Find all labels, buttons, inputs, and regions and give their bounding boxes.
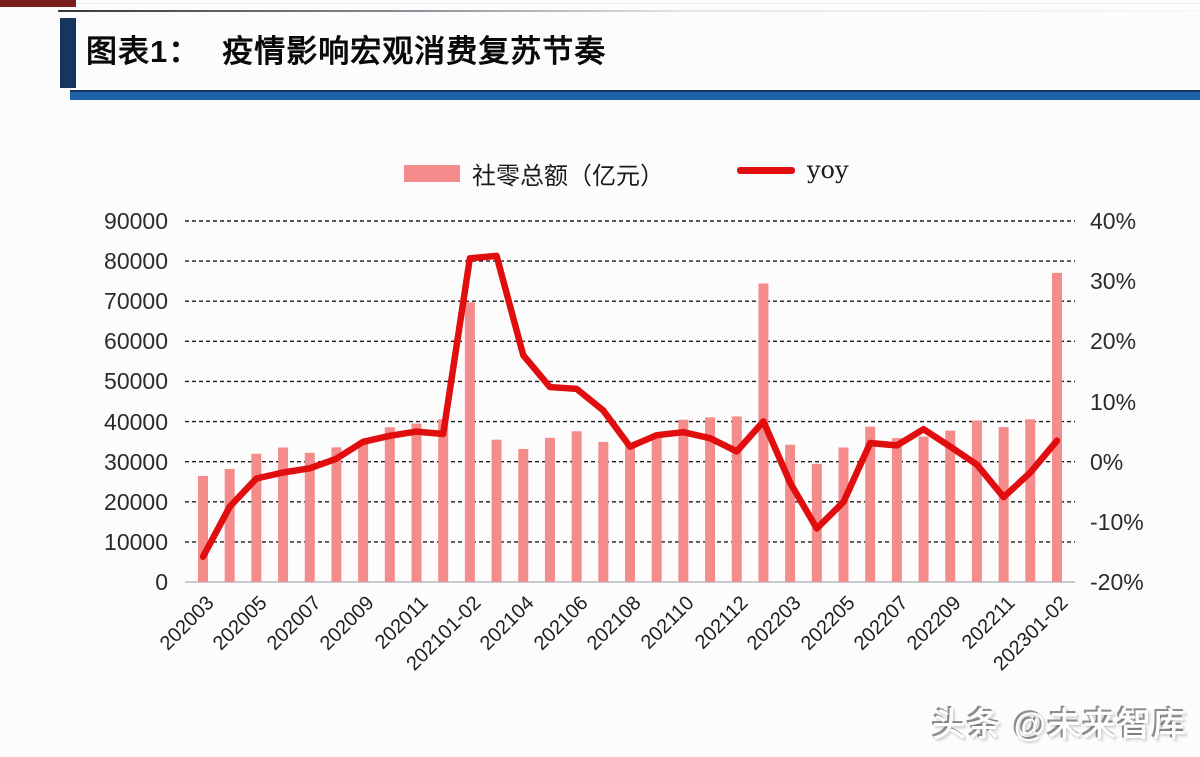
retail-total-bar [758, 283, 769, 582]
figure-title: 图表1： 疫情影响宏观消费复苏节奏 [86, 26, 606, 71]
retail-total-bar [411, 423, 422, 582]
page-top-edge [0, 3, 1200, 4]
y-axis-left-tick: 10000 [104, 528, 168, 555]
retail-total-bar [331, 447, 342, 582]
yoy-line [199, 252, 1061, 560]
retail-total-bar [891, 438, 902, 582]
retail-total-bar [651, 434, 662, 582]
retail-total-bar [198, 475, 208, 582]
retail-total-bar [918, 436, 929, 582]
y-axis-left-tick: 40000 [104, 408, 168, 435]
retail-total-bar [544, 437, 555, 582]
y-axis-right-tick: 10% [1090, 388, 1137, 415]
retail-total-bar [491, 439, 502, 582]
retail-total-bar [598, 441, 609, 582]
retail-total-bar [518, 449, 529, 582]
retail-total-bar [705, 417, 716, 582]
title-underline-rule [70, 90, 1200, 100]
y-axis-right-tick: -10% [1090, 508, 1144, 535]
retail-total-bar [838, 447, 849, 582]
header-hairline [58, 10, 1200, 12]
y-axis-right-tick: -20% [1090, 569, 1144, 595]
retail-total-bar [571, 431, 582, 582]
y-axis-right-tick: 40% [1090, 208, 1137, 234]
retail-total-bar [251, 453, 262, 582]
y-axis-right-tick: 20% [1090, 328, 1137, 355]
retail-total-bar [998, 427, 1009, 582]
retail-total-bar [945, 430, 956, 582]
retail-total-bar [278, 447, 289, 582]
y-axis-left-tick: 0 [155, 569, 168, 595]
retail-total-bar [625, 444, 635, 582]
top-left-maroon-bar [0, 0, 76, 7]
y-axis-left-tick: 60000 [104, 328, 168, 355]
retail-total-bar [384, 427, 395, 582]
y-axis-right-tick: 30% [1090, 268, 1137, 295]
y-axis-left-tick: 30000 [104, 448, 168, 475]
title-accent-block [60, 18, 76, 88]
bar-series-swatch [404, 165, 460, 182]
legend-item-line: yoy [737, 156, 849, 184]
retail-total-bar [1052, 272, 1062, 582]
y-axis-left-tick: 50000 [104, 368, 168, 395]
line-series-swatch [737, 166, 795, 174]
retail-total-bar [678, 419, 689, 582]
retail-total-bar [304, 452, 315, 582]
retail-total-bar [865, 426, 876, 582]
figure-title-text: 疫情影响宏观消费复苏节奏 [222, 34, 607, 69]
retail-total-bar [358, 440, 369, 582]
legend-item-bars: 社零总额（亿元） [404, 156, 664, 191]
retail-total-bar [971, 420, 982, 582]
figure-number-label: 图表1： [86, 34, 201, 69]
retail-total-bar [464, 302, 475, 582]
y-axis-left-tick: 20000 [104, 488, 168, 515]
y-axis-right-tick: 0% [1090, 448, 1124, 475]
retail-total-bar [731, 416, 742, 582]
y-axis-left-tick: 70000 [104, 288, 168, 315]
legend-label-bars: 社零总额（亿元） [472, 162, 664, 190]
legend-label-line: yoy [807, 156, 849, 184]
retail-total-bar [224, 468, 235, 582]
watermark: 头条 @未来智库 [932, 706, 1188, 743]
y-axis-left-tick: 90000 [104, 208, 168, 234]
retail-total-bar [1025, 419, 1036, 582]
y-axis-left-tick: 80000 [104, 248, 168, 275]
retail-total-bar [785, 444, 796, 582]
retail-total-bar [438, 419, 449, 582]
